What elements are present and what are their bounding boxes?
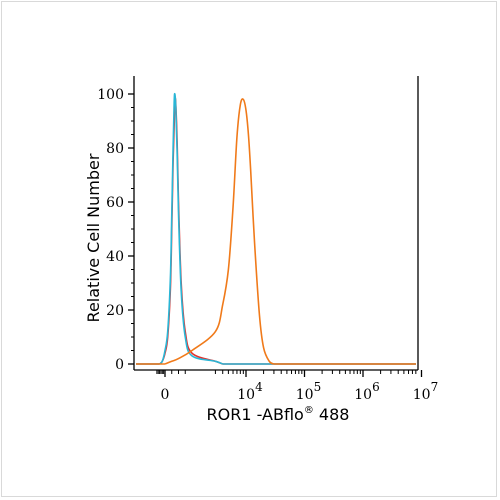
x-tick-label: 107 bbox=[413, 380, 438, 403]
series-1-line bbox=[159, 97, 223, 365]
x-tick-label: 106 bbox=[354, 380, 379, 403]
y-tick-label: 100 bbox=[97, 87, 124, 103]
x-axis-title-suffix: 488 bbox=[314, 405, 350, 424]
y-tick-label: 80 bbox=[106, 141, 124, 157]
x-tick-label: 104 bbox=[237, 380, 263, 403]
y-tick-label: 60 bbox=[106, 195, 124, 211]
x-axis-title-sup: ® bbox=[304, 405, 314, 416]
x-axis: 0 104 105 106 107 bbox=[156, 370, 438, 403]
series-layer bbox=[136, 92, 416, 365]
y-axis-title: Relative Cell Number bbox=[84, 153, 103, 322]
y-tick-label: 40 bbox=[106, 249, 124, 265]
x-tick-label: 105 bbox=[296, 380, 321, 403]
plot-area bbox=[133, 76, 419, 371]
y-axis: 0 20 40 60 80 100 bbox=[97, 87, 134, 373]
x-axis-title-main: ROR1 -ABflo bbox=[207, 405, 304, 424]
x-tick-label: 0 bbox=[161, 387, 170, 403]
y-tick-label: 20 bbox=[106, 303, 124, 319]
y-tick-label: 0 bbox=[115, 357, 124, 373]
series-3-line bbox=[164, 98, 275, 365]
series-2-line bbox=[159, 92, 224, 365]
x-axis-title: ROR1 -ABflo® 488 bbox=[207, 405, 350, 424]
